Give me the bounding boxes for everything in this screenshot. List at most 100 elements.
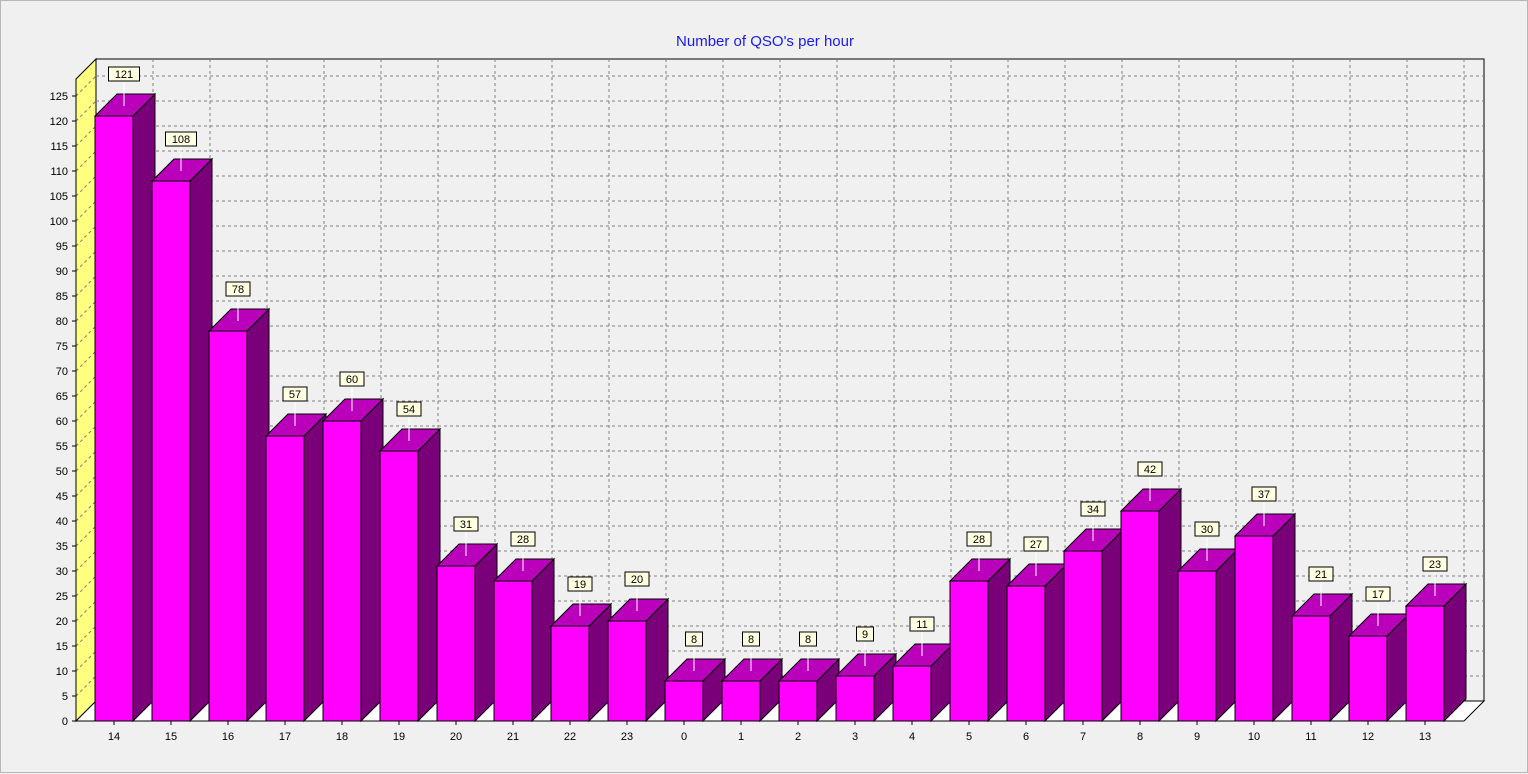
y-tick-label: 30 xyxy=(56,566,68,578)
data-label-box xyxy=(165,131,197,147)
x-tick-label: 13 xyxy=(1419,731,1431,743)
data-label-box xyxy=(1023,536,1049,552)
x-tick-label: 3 xyxy=(852,731,858,743)
data-label-box xyxy=(1308,566,1334,582)
data-label-box xyxy=(799,631,817,647)
bar-front xyxy=(721,680,761,722)
bar-7: 34 xyxy=(1062,501,1126,723)
data-label-box xyxy=(567,576,593,592)
bar-front xyxy=(322,420,362,722)
grid-line-y-wall xyxy=(75,600,97,622)
data-label: 34 xyxy=(1087,504,1099,516)
bar-23: 20 xyxy=(606,571,670,723)
data-label: 20 xyxy=(631,574,643,586)
bar-21: 28 xyxy=(492,531,556,723)
bar-9: 30 xyxy=(1176,521,1240,723)
y-tick-label: 110 xyxy=(50,166,68,178)
data-label: 8 xyxy=(805,634,811,646)
data-label-box xyxy=(1422,556,1448,572)
data-label-box xyxy=(1137,461,1163,477)
bar-front xyxy=(949,580,989,722)
data-label: 108 xyxy=(172,134,190,146)
x-tick-label: 9 xyxy=(1194,731,1200,743)
grid-line-y-wall xyxy=(75,475,97,497)
bar-side xyxy=(1443,582,1467,723)
grid-line-y-wall xyxy=(75,75,97,97)
data-label: 19 xyxy=(574,579,586,591)
x-tick-label: 5 xyxy=(966,731,972,743)
y-tick-label: 115 xyxy=(50,141,68,153)
x-tick-label: 22 xyxy=(564,731,576,743)
y-tick-label: 0 xyxy=(62,716,68,728)
y-tick-label: 60 xyxy=(56,416,68,428)
data-label: 42 xyxy=(1144,464,1156,476)
bar-front xyxy=(892,665,932,722)
grid-line-y-wall xyxy=(75,275,97,297)
bar-10: 37 xyxy=(1233,486,1297,723)
data-label-box xyxy=(742,631,760,647)
x-tick-label: 1 xyxy=(738,731,744,743)
y-tick-label: 5 xyxy=(62,691,68,703)
grid-line-y-wall xyxy=(75,325,97,347)
grid-line-y-wall xyxy=(75,550,97,572)
x-tick-label: 4 xyxy=(909,731,915,743)
bar-front xyxy=(778,680,818,722)
y-tick-label: 20 xyxy=(56,616,68,628)
bar-front xyxy=(1006,585,1046,722)
bar-front xyxy=(208,330,248,722)
x-tick-label: 2 xyxy=(795,731,801,743)
data-label-box xyxy=(1080,501,1106,517)
y-tick-label: 90 xyxy=(56,266,68,278)
x-tick-label: 10 xyxy=(1248,731,1260,743)
data-label: 54 xyxy=(403,404,415,416)
data-label: 11 xyxy=(916,619,927,631)
y-tick-label: 25 xyxy=(56,591,68,603)
data-label-box xyxy=(624,571,650,587)
data-label-box xyxy=(225,281,251,297)
x-tick-label: 20 xyxy=(450,731,462,743)
data-label: 9 xyxy=(862,629,868,641)
data-label-box xyxy=(1251,486,1277,502)
grid-line-y-wall xyxy=(75,100,97,122)
x-tick-label: 12 xyxy=(1362,731,1374,743)
bar-front xyxy=(1405,605,1445,722)
x-tick-label: 23 xyxy=(621,731,633,743)
bar-15: 108 xyxy=(150,131,214,723)
grid-line-y-wall xyxy=(75,175,97,197)
data-label-box xyxy=(510,531,536,547)
x-tick-label: 18 xyxy=(336,731,348,743)
data-label: 57 xyxy=(289,389,301,401)
data-label-box xyxy=(282,386,308,402)
data-label-box xyxy=(856,626,874,642)
bar-16: 78 xyxy=(207,281,271,723)
x-tick-label: 14 xyxy=(108,731,120,743)
y-tick-label: 85 xyxy=(56,291,68,303)
y-tick-label: 35 xyxy=(56,541,68,553)
grid-line-y-wall xyxy=(75,450,97,472)
y-tick-label: 80 xyxy=(56,316,68,328)
plot-left-wall xyxy=(75,57,97,723)
grid-line-y-wall xyxy=(75,150,97,172)
y-tick-label: 100 xyxy=(50,216,68,228)
grid-line-y-wall xyxy=(75,375,97,397)
grid-line-y-wall xyxy=(75,400,97,422)
x-tick-label: 21 xyxy=(507,731,519,743)
grid-line-y-wall xyxy=(75,625,97,647)
grid-line-y-wall xyxy=(75,350,97,372)
data-label: 23 xyxy=(1429,559,1441,571)
data-label: 78 xyxy=(232,284,244,296)
grid-line-y-wall xyxy=(75,675,97,697)
data-label-box xyxy=(685,631,703,647)
bar-14: 121 xyxy=(93,66,157,723)
x-tick-label: 0 xyxy=(681,731,687,743)
bar-front xyxy=(265,435,305,722)
grid-line-y-wall xyxy=(75,225,97,247)
y-tick-label: 45 xyxy=(56,491,68,503)
y-tick-label: 10 xyxy=(56,666,68,678)
data-label: 28 xyxy=(517,534,529,546)
data-label-box xyxy=(108,66,140,82)
bar-front xyxy=(379,450,419,722)
data-label: 8 xyxy=(691,634,697,646)
bar-13: 23 xyxy=(1404,556,1468,723)
